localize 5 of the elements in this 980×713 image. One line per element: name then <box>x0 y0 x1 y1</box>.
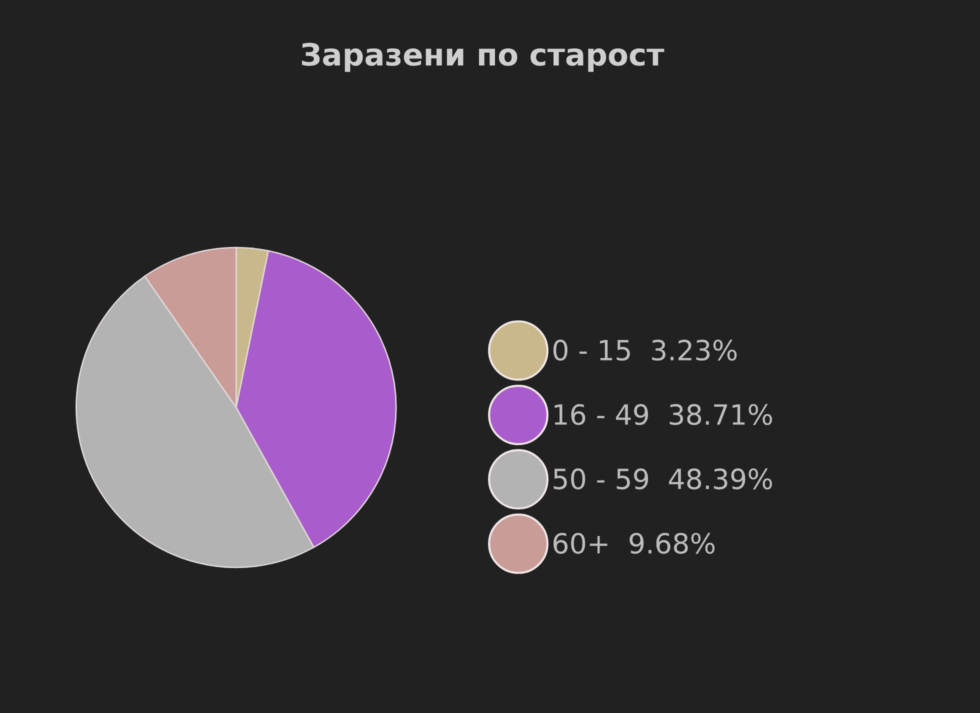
legend-label: 50 - 59 48.39% <box>554 468 772 490</box>
legend-label: 0 - 15 3.23% <box>553 340 737 361</box>
chart-title: Заразени по старост <box>302 42 664 72</box>
legend-label: 60+ 9.68% <box>554 532 715 554</box>
legend-label: 16 - 49 38.71% <box>554 404 772 426</box>
